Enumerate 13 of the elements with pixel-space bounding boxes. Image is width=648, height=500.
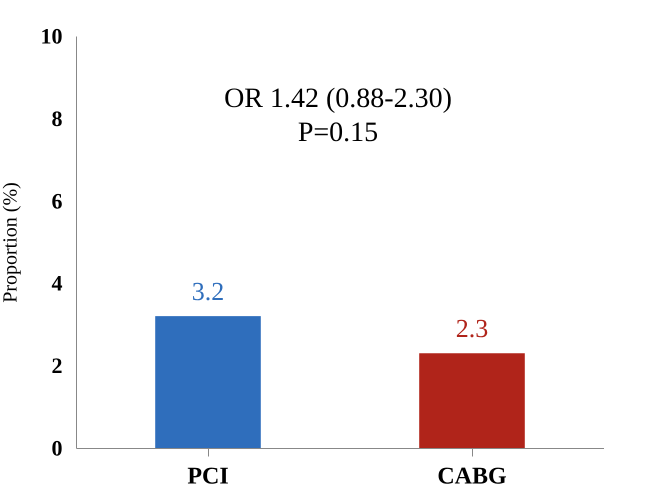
- y-axis-title: Proportion (%): [0, 182, 22, 303]
- x-tick-label: CABG: [437, 464, 507, 490]
- y-tick-label: 8: [52, 106, 62, 131]
- y-tick-label: 10: [40, 24, 62, 48]
- annotation: P=0.15: [298, 117, 378, 148]
- data-label: 2.3: [456, 314, 488, 344]
- y-tick-label: 4: [52, 270, 62, 296]
- data-label: 3.2: [192, 277, 224, 306]
- x-tick-label: PCI: [187, 464, 229, 490]
- y-tick-label: 6: [52, 188, 62, 214]
- annotation: OR 1.42 (0.88-2.30): [224, 83, 452, 114]
- y-tick-label: 2: [52, 353, 62, 378]
- y-tick-label: 0: [52, 436, 62, 460]
